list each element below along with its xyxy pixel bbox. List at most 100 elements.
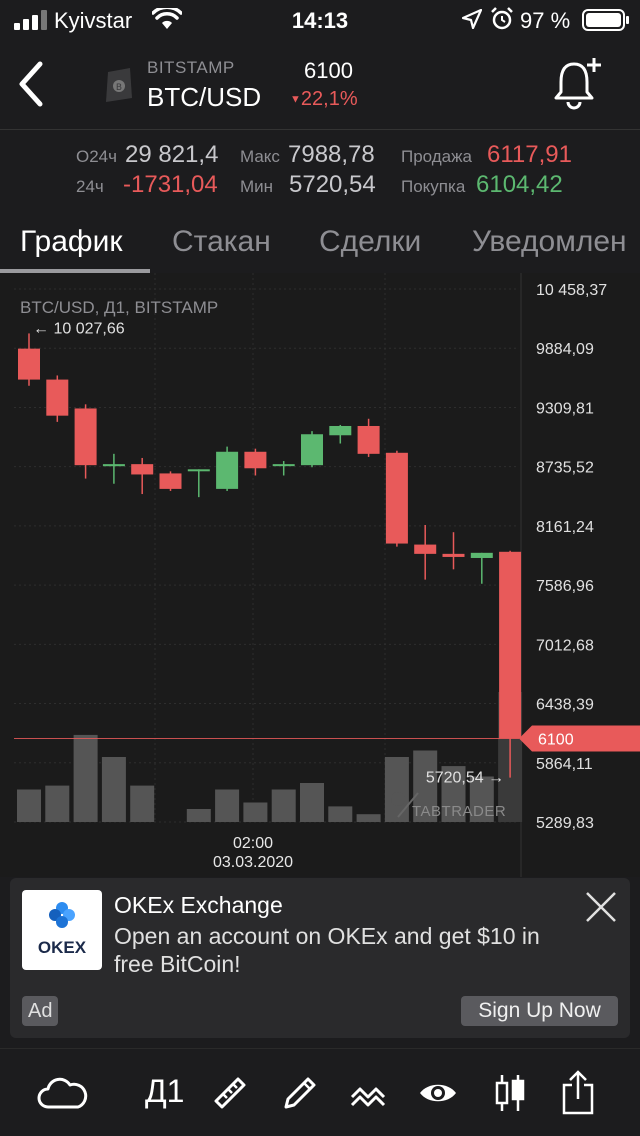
- extreme-markers: ← 10 027,66 5720,54 →: [33, 320, 504, 786]
- max-price-marker: ← 10 027,66: [33, 320, 125, 337]
- eye-icon[interactable]: [418, 1073, 458, 1113]
- candles-icon[interactable]: [492, 1073, 528, 1113]
- volume-bar: [243, 802, 268, 822]
- buy-label: Покупка: [401, 177, 466, 196]
- sign-up-button[interactable]: Sign Up Now: [461, 996, 618, 1026]
- candle-body: [357, 425, 380, 454]
- tab-chart[interactable]: График: [20, 225, 123, 258]
- tab-orderbook[interactable]: Стакан: [172, 225, 271, 258]
- pair-name: BTC/USD: [147, 82, 262, 112]
- volume-bar: [271, 789, 296, 822]
- chart-title: BTC/USD, Д1, BITSTAMP: [20, 298, 218, 317]
- x-axis-date-label: 03.03.2020: [213, 854, 293, 871]
- ad-badge: Ad: [22, 996, 59, 1026]
- current-price-line: 6100: [14, 725, 640, 752]
- interval-selector[interactable]: Д1: [145, 1073, 185, 1109]
- exchange-name: BITSTAMP: [147, 58, 235, 77]
- okex-logo: OKEX: [22, 890, 102, 970]
- max-label: Макс: [240, 147, 280, 166]
- battery-percent: 97 %: [520, 8, 571, 33]
- close-icon[interactable]: [584, 890, 618, 924]
- candle-body: [470, 552, 493, 558]
- volume-bar: [101, 757, 126, 822]
- clock: 14:13: [291, 8, 349, 33]
- pencil-icon[interactable]: [280, 1073, 320, 1113]
- bottom-toolbar: Д1: [0, 1048, 640, 1136]
- candle-body: [385, 452, 408, 544]
- volume-bar: [300, 783, 324, 822]
- price-chart[interactable]: TABTRADER 6100 10 458,37 9884,09 9309,81 87…: [0, 273, 640, 877]
- volume-bars: [17, 692, 523, 822]
- candle-body: [102, 464, 125, 467]
- candle-body: [414, 544, 437, 554]
- location-icon: [462, 9, 482, 29]
- sell-value: 6117,91: [487, 141, 572, 168]
- carrier-name: Kyivstar: [54, 8, 133, 33]
- buy-value: 6104,42: [476, 171, 563, 198]
- okex-logo-text: OKEX: [37, 938, 87, 957]
- candle-body: [244, 451, 267, 469]
- volume-bar: [441, 766, 466, 822]
- share-icon[interactable]: [560, 1069, 596, 1115]
- ruler-icon[interactable]: [210, 1073, 250, 1113]
- cloud-icon[interactable]: [36, 1073, 88, 1113]
- bitstamp-logo-icon: B: [106, 68, 132, 102]
- candle-body: [301, 434, 323, 466]
- tab-trades[interactable]: Сделки: [319, 225, 422, 258]
- price-tick-label: 9884,09: [536, 341, 594, 358]
- volume-bar: [469, 776, 494, 822]
- price-tick-label: 9309,81: [536, 400, 594, 417]
- battery-icon: [582, 9, 629, 31]
- alarm-icon: [491, 7, 513, 30]
- min-price-marker: 5720,54 →: [426, 770, 504, 787]
- price-tick-label: 8161,24: [536, 519, 594, 536]
- signal-icon: [14, 10, 47, 30]
- svg-text:B: B: [116, 83, 122, 93]
- add-alert-bell-icon[interactable]: [552, 56, 604, 112]
- ad-banner[interactable]: OKEX OKEx Exchange Open an account on OK…: [10, 878, 630, 1038]
- volume-bar: [413, 750, 438, 822]
- volume-label: О24ч: [76, 147, 117, 166]
- candle-body: [187, 469, 210, 472]
- price-tag-label: 6100: [538, 731, 574, 748]
- max-value: 7988,78: [288, 141, 375, 168]
- change-24h-label: 24ч: [76, 177, 104, 196]
- okex-logo-icon: [49, 902, 75, 928]
- price-tick-label: 8735,52: [536, 460, 594, 477]
- candle-body: [18, 348, 40, 380]
- candle-body: [499, 551, 522, 739]
- wifi-icon: [152, 8, 182, 29]
- min-label: Мин: [240, 177, 274, 196]
- price-axis: 10 458,37 9884,09 9309,81 8735,52 8161,24 758…: [536, 282, 607, 832]
- tab-bar: График Стакан Сделки Уведомлен: [0, 211, 640, 273]
- candle-body: [329, 425, 352, 436]
- candle-body: [131, 464, 154, 475]
- price-tick-label: 10 458,37: [536, 282, 607, 299]
- volume-bar: [356, 814, 381, 822]
- candle-body: [216, 451, 239, 489]
- tabtrader-watermark: TABTRADER: [391, 792, 506, 820]
- price-tag: [519, 725, 640, 752]
- candle-body: [74, 408, 97, 466]
- candle-body: [442, 553, 465, 557]
- ad-body: Open an account on OKEx and get $10 in f…: [114, 923, 540, 977]
- tab-alerts[interactable]: Уведомлен: [472, 225, 627, 258]
- price-tick-label: 6438,39: [536, 697, 594, 714]
- current-price: 6100: [304, 58, 353, 83]
- status-bar: Kyivstar 14:13 97 %: [0, 0, 640, 40]
- candles: [18, 333, 522, 778]
- price-tick-label: 7012,68: [536, 637, 594, 654]
- x-axis-time-label: 02:00: [233, 835, 273, 852]
- price-tick-label: 5864,11: [536, 756, 593, 773]
- candlestick-chart[interactable]: TABTRADER 6100 10 458,37 9884,09 9309,81 87…: [0, 273, 640, 877]
- watermark-text: TABTRADER: [412, 803, 506, 820]
- candle-body: [272, 464, 295, 467]
- back-button[interactable]: [14, 60, 48, 108]
- volume-bar: [130, 785, 155, 822]
- volume-bar: [45, 785, 70, 822]
- price-change-value: 22,1%: [300, 88, 358, 110]
- volume-value: 29 821,4: [125, 141, 219, 168]
- volume-bar: [384, 757, 409, 822]
- indicators-icon[interactable]: [348, 1073, 388, 1113]
- sell-label: Продажа: [401, 147, 472, 166]
